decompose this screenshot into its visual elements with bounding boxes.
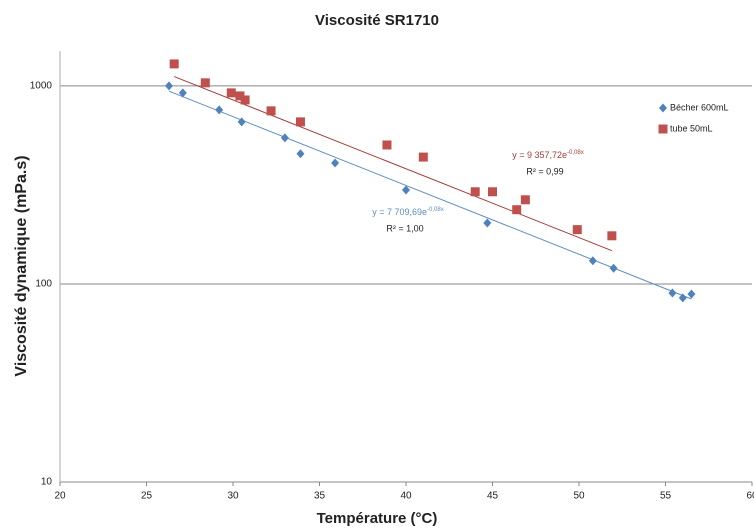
y-tick-label: 10 bbox=[41, 477, 53, 488]
chart-title: Viscosité SR1710 bbox=[315, 12, 439, 29]
point bbox=[668, 288, 677, 298]
x-tick-label: 40 bbox=[400, 491, 412, 502]
x-tick-label: 60 bbox=[746, 491, 754, 502]
y-tick-label: 1000 bbox=[30, 81, 53, 92]
equation-exponent: -0,08x bbox=[567, 150, 584, 156]
point bbox=[226, 88, 236, 98]
r-squared: R² = 0,99 bbox=[526, 166, 563, 176]
point bbox=[237, 117, 246, 127]
point bbox=[572, 225, 582, 235]
legend-label: Bécher 600mL bbox=[670, 102, 729, 112]
trendline bbox=[168, 90, 692, 300]
point bbox=[295, 117, 305, 127]
point bbox=[266, 106, 276, 116]
x-tick-label: 25 bbox=[141, 491, 153, 502]
point bbox=[164, 81, 173, 91]
y-tick-label: 100 bbox=[35, 279, 52, 290]
point bbox=[687, 289, 696, 299]
legend-marker bbox=[658, 124, 668, 134]
point bbox=[609, 263, 618, 273]
point bbox=[280, 133, 289, 143]
point bbox=[215, 105, 224, 115]
x-axis-title: Température (°C) bbox=[317, 510, 438, 527]
point bbox=[512, 205, 522, 215]
trendline-equation: y = 9 357,72e-0,08x bbox=[512, 150, 583, 161]
point bbox=[588, 256, 597, 266]
trendline bbox=[173, 76, 613, 252]
point bbox=[488, 187, 497, 197]
x-tick-label: 55 bbox=[660, 491, 672, 502]
y-axis-title: Viscosité dynamique (mPa.s) bbox=[13, 155, 30, 376]
point bbox=[296, 149, 305, 159]
x-tick-label: 45 bbox=[487, 491, 499, 502]
point bbox=[169, 59, 179, 69]
point bbox=[240, 95, 250, 105]
x-tick-label: 30 bbox=[227, 491, 239, 502]
r-squared: R² = 1,00 bbox=[386, 223, 423, 233]
point bbox=[470, 187, 480, 197]
point bbox=[178, 88, 187, 98]
point bbox=[402, 185, 410, 195]
trendline-equation: y = 7 709,69e-0,08x bbox=[372, 207, 443, 218]
point bbox=[382, 140, 392, 150]
point bbox=[331, 158, 340, 168]
legend-marker bbox=[659, 103, 667, 113]
x-tick-label: 20 bbox=[54, 491, 66, 502]
point bbox=[418, 152, 428, 162]
point bbox=[200, 78, 210, 88]
point bbox=[235, 91, 245, 101]
equation-exponent: -0,08x bbox=[427, 207, 444, 213]
x-tick-label: 35 bbox=[314, 491, 326, 502]
equation: y = 9 357,72e bbox=[512, 150, 567, 160]
x-tick-label: 50 bbox=[573, 491, 585, 502]
equation: y = 7 709,69e bbox=[372, 207, 427, 217]
legend-label: tube 50mL bbox=[670, 123, 713, 133]
point bbox=[483, 218, 492, 228]
point bbox=[607, 231, 617, 241]
point bbox=[678, 293, 687, 303]
point bbox=[520, 195, 530, 205]
